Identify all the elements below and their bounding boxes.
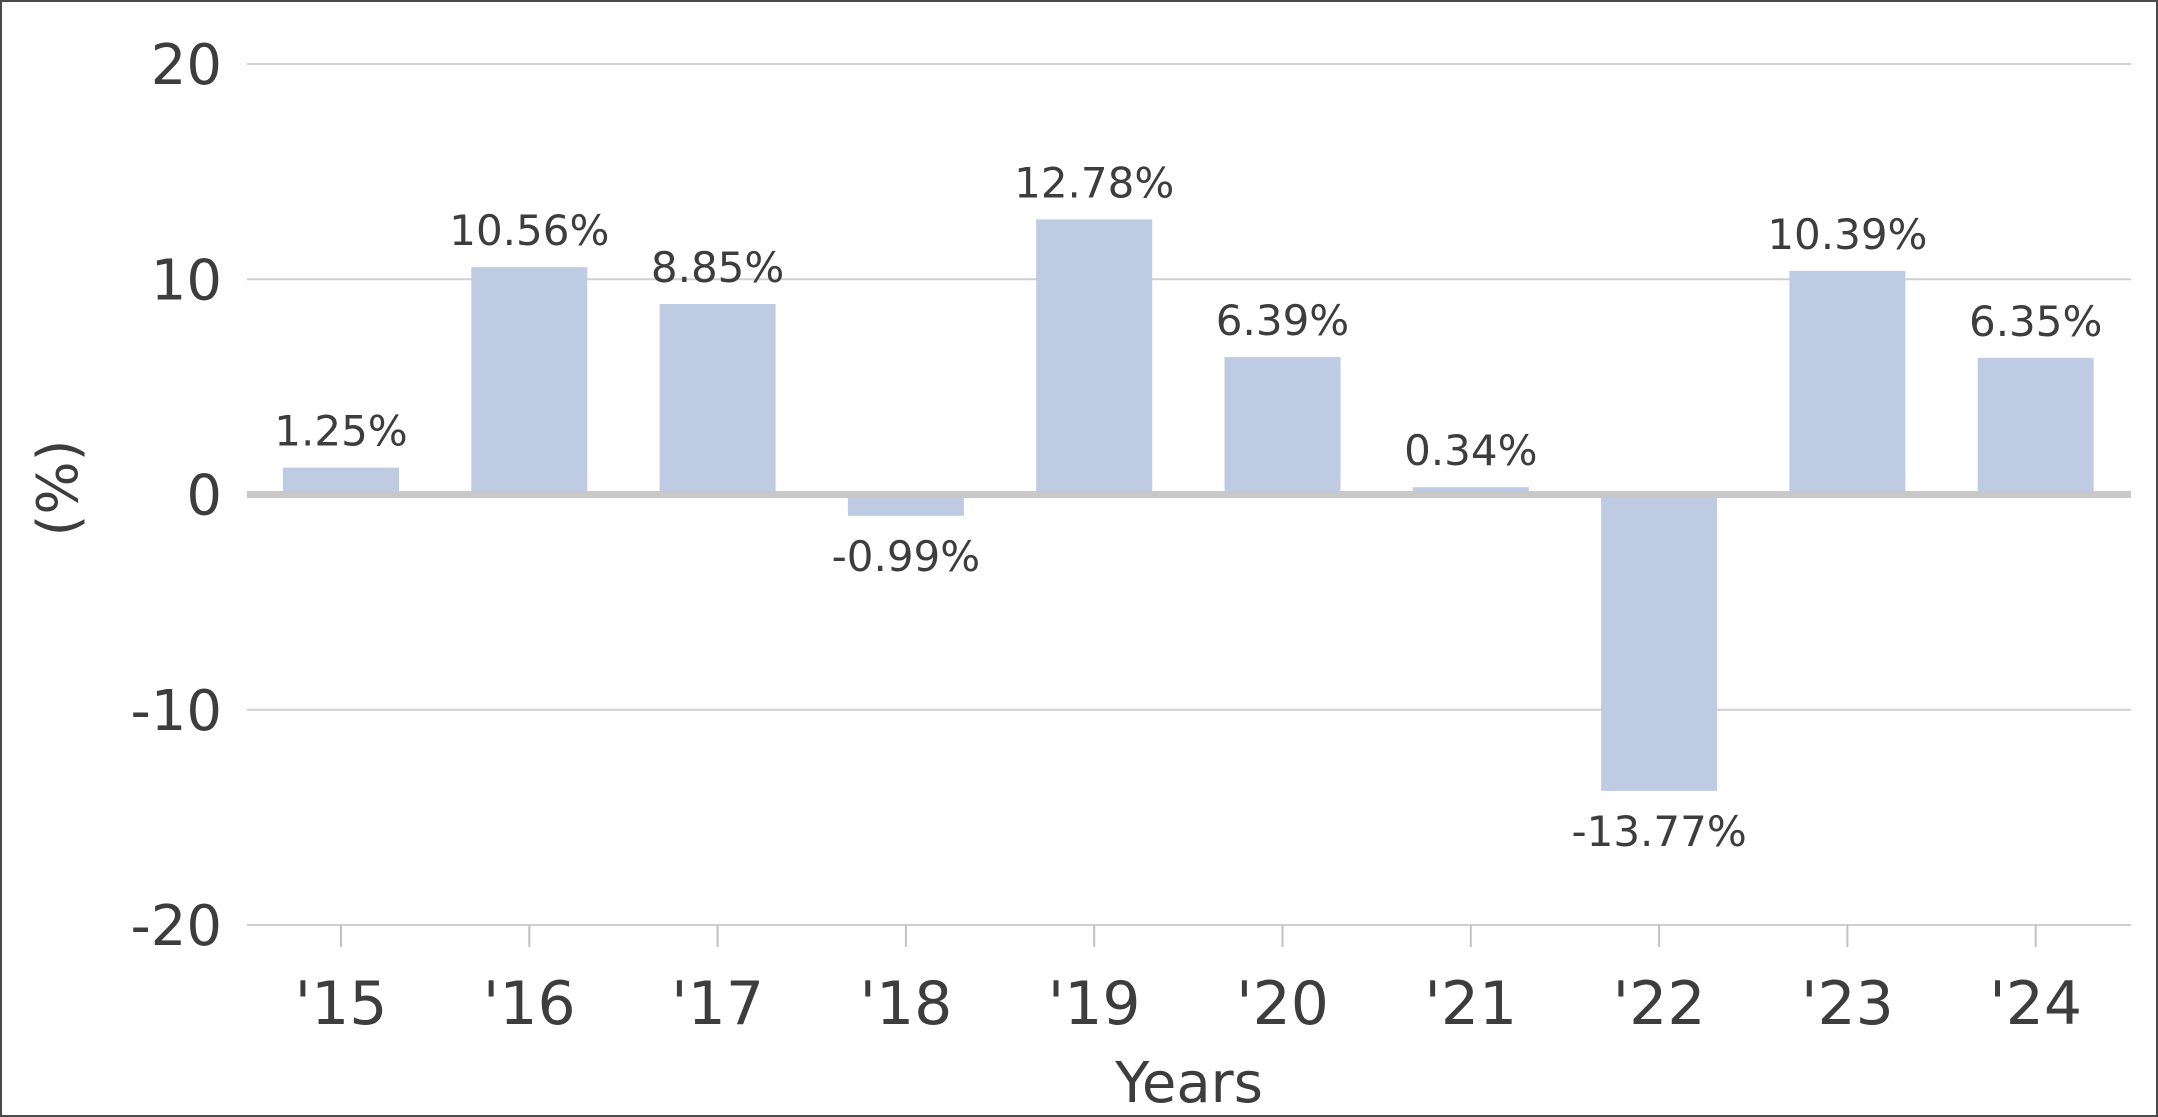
x-tick-label: '23 (1801, 969, 1894, 1039)
y-tick-label: -20 (131, 894, 222, 959)
x-tick-label: '16 (483, 969, 576, 1039)
data-label: -0.99% (832, 532, 981, 581)
x-ticks (340, 925, 2037, 947)
data-label: 8.85% (651, 243, 784, 292)
data-labels: 1.25% 10.56% 8.85% -0.99% 12.78% 6.39% 0.34% -1… (274, 158, 2102, 855)
x-tick-label: '24 (1989, 969, 2082, 1039)
x-tick-label: '17 (671, 969, 764, 1039)
x-tick-label: '19 (1048, 969, 1141, 1039)
data-label: 0.34% (1404, 426, 1537, 475)
bar (1601, 494, 1718, 791)
bar (1412, 487, 1529, 495)
y-tick-label: 20 (151, 33, 222, 98)
x-axis-title: Years (1114, 1051, 1263, 1115)
data-label: 6.35% (1969, 297, 2102, 346)
bar (1224, 356, 1341, 495)
data-label: 10.56% (449, 206, 609, 255)
y-tick-label: 10 (151, 248, 222, 313)
bar (1977, 357, 2094, 495)
y-tick-label: -10 (131, 679, 222, 744)
data-label: 6.39% (1216, 296, 1349, 345)
x-tick-label: '22 (1613, 969, 1706, 1039)
bar (283, 467, 399, 495)
bars (283, 219, 2094, 791)
data-label: -13.77% (1571, 807, 1746, 856)
x-tick-label: '18 (859, 969, 952, 1039)
x-tick-label: '21 (1424, 969, 1517, 1039)
data-label: 12.78% (1014, 158, 1174, 207)
axis-labels: 20 10 0 -10 -20 '15 '16 '17 '18 '19 '20 '21 '22 '23 '2… (131, 33, 2083, 1039)
bar (1789, 270, 1906, 495)
x-tick-label: '15 (295, 969, 388, 1039)
bar (1036, 219, 1153, 495)
bar (471, 267, 588, 495)
y-axis-title: (%) (26, 440, 91, 537)
bar (659, 304, 776, 495)
data-label: 1.25% (274, 407, 407, 456)
bar (847, 494, 964, 516)
data-label: 10.39% (1767, 210, 1927, 259)
y-tick-label: 0 (186, 464, 222, 529)
x-tick-label: '20 (1236, 969, 1329, 1039)
